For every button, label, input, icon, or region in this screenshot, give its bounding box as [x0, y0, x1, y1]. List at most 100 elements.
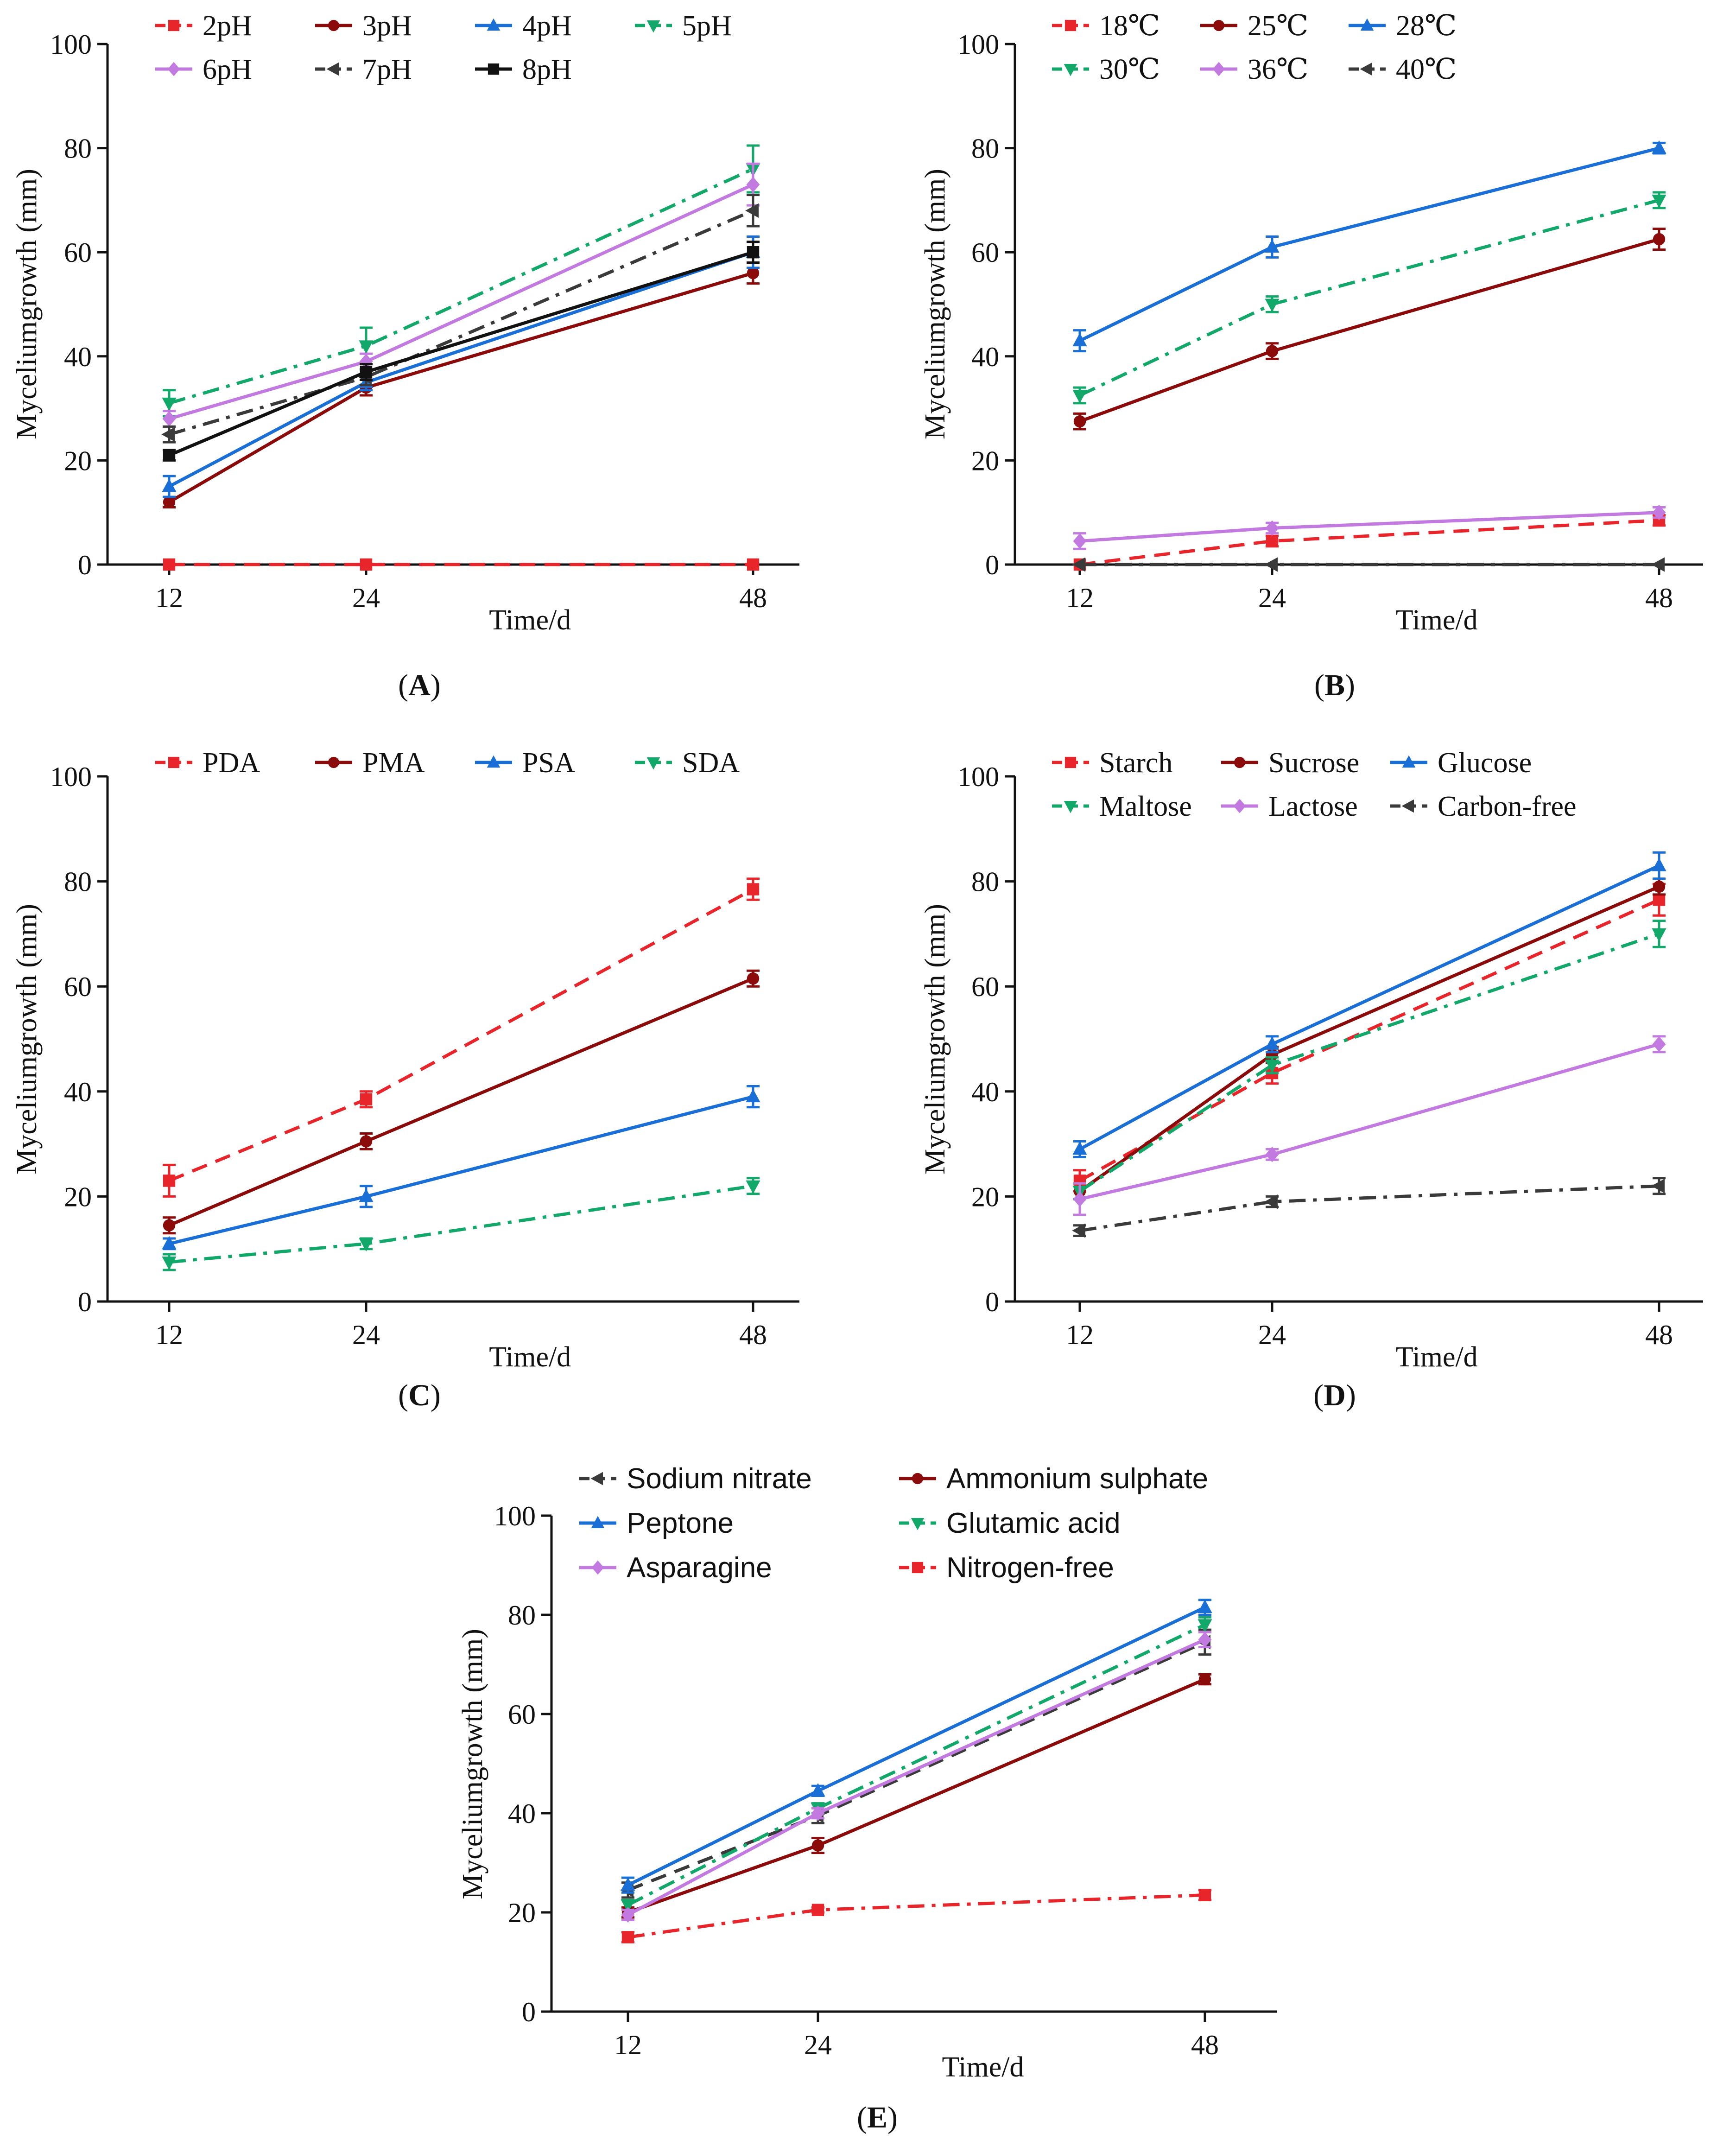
y-tick-label: 20: [64, 445, 92, 476]
legend-marker: [1360, 18, 1374, 31]
legend-marker: [1064, 756, 1077, 768]
data-point: [162, 411, 176, 427]
series-40-: [1072, 557, 1665, 572]
series-line: [627, 1893, 1205, 1939]
y-tick-label: 0: [522, 1997, 536, 2027]
legend-item: Glucose: [1390, 747, 1532, 779]
series-8ph: [163, 241, 760, 462]
legend-marker: [1401, 799, 1414, 813]
legend-marker: [1064, 801, 1077, 813]
legend-label: 3pH: [362, 10, 412, 42]
legend-item: Sodium nitrate: [579, 1463, 812, 1495]
y-tick-label: 0: [78, 1287, 92, 1317]
data-point: [1197, 1600, 1212, 1613]
series-carbon-free: [1072, 1177, 1666, 1238]
chart-panel-e: 0 20 40 60 80 100 12 24 48 Time/d Myceliumgrowth (…: [457, 1463, 1277, 2083]
legend-marker: [487, 18, 501, 31]
data-point: [163, 1219, 176, 1232]
legend-marker: [646, 757, 660, 770]
legend-item: 40℃: [1349, 54, 1457, 85]
legend-marker: [1064, 64, 1077, 76]
legend-item: Maltose: [1052, 791, 1192, 822]
series-28-: [1072, 140, 1666, 353]
chart-panel-b: 0 20 40 60 80 100 12 24 48 Time/d Myceliumgrowth (…: [919, 10, 1703, 636]
series-line: [168, 977, 754, 1227]
data-point: [1197, 1619, 1212, 1633]
series-line: [627, 1623, 1206, 1907]
legend: 2pH 3pH 4pH 5pH 6pH 7pH 8pH: [155, 10, 732, 85]
data-point: [1265, 298, 1280, 312]
legend-label: 5pH: [682, 10, 732, 42]
legend-item: Nitrogen-free: [899, 1552, 1114, 1584]
y-tick-label: 100: [957, 762, 999, 792]
legend-label: Glucose: [1438, 747, 1532, 779]
legend-label: PDA: [203, 747, 260, 779]
data-point: [1651, 557, 1665, 572]
legend-marker: [1064, 19, 1077, 32]
y-tick-label: 60: [64, 971, 92, 1002]
y-axis-label: Myceliumgrowth (mm): [11, 169, 43, 439]
legend-item: PDA: [155, 747, 260, 779]
y-tick-label: 0: [78, 550, 92, 580]
y-axis-label: Myceliumgrowth (mm): [919, 904, 951, 1175]
data-point: [1653, 233, 1666, 246]
data-point: [747, 246, 760, 259]
data-point: [1072, 1141, 1087, 1155]
legend-marker: [591, 1516, 605, 1528]
legend-item: 36℃: [1200, 54, 1308, 85]
data-point: [621, 1899, 635, 1913]
data-point: [1652, 1036, 1666, 1052]
x-tick-label: 24: [352, 1320, 380, 1350]
data-point: [746, 1180, 760, 1194]
legend-label: Sucrose: [1268, 747, 1359, 779]
data-point: [746, 177, 760, 193]
legend-marker: [590, 1472, 603, 1486]
x-tick-label: 24: [1258, 583, 1286, 613]
chart-panel-c: 0 20 40 60 80 100 12 24 48 Time/d Myceliumgrowth (…: [11, 747, 799, 1373]
legend-item: 2pH: [155, 10, 252, 42]
data-point: [621, 1931, 634, 1943]
legend-label: Nitrogen-free: [946, 1552, 1114, 1584]
x-tick-label: 48: [739, 1320, 767, 1350]
series-nitrogen-free: [621, 1889, 1211, 1943]
legend-marker: [1234, 756, 1246, 768]
data-point: [359, 354, 373, 369]
legend-label: 2pH: [203, 10, 252, 42]
legend-marker: [168, 19, 180, 32]
series-line: [1079, 1042, 1660, 1201]
legend-marker: [168, 756, 180, 768]
y-tick-label: 0: [985, 1287, 999, 1317]
data-point: [1652, 140, 1666, 154]
y-tick-label: 60: [508, 1699, 536, 1730]
data-point: [747, 972, 760, 985]
series-line: [1079, 898, 1660, 1182]
data-point: [811, 1783, 825, 1797]
legend-label: Ammonium sulphate: [946, 1463, 1208, 1495]
panel-label-a: (A): [398, 668, 441, 702]
data-point: [746, 1089, 760, 1103]
data-point: [1073, 1191, 1087, 1207]
x-tick-label: 12: [1066, 583, 1094, 613]
data-point: [747, 267, 760, 279]
series-maltose: [1072, 920, 1666, 1200]
series-36-: [1073, 504, 1666, 550]
y-tick-label: 20: [508, 1898, 536, 1928]
data-point: [163, 1175, 176, 1187]
legend: PDA PMA PSA SDA: [155, 747, 740, 779]
series-line: [168, 271, 754, 504]
data-point: [162, 1257, 177, 1270]
data-point: [747, 558, 760, 571]
series-25-: [1073, 228, 1666, 431]
series-glutamic-acid: [621, 1616, 1212, 1913]
series-line: [1079, 864, 1660, 1151]
y-axis-label: Myceliumgrowth (mm): [919, 169, 951, 439]
x-tick-label: 24: [1258, 1320, 1286, 1350]
legend-label: PMA: [362, 747, 425, 779]
data-point: [1653, 894, 1666, 906]
series-line: [627, 1606, 1206, 1887]
legend-marker: [488, 63, 500, 75]
data-point: [1265, 1060, 1280, 1073]
data-point: [1652, 194, 1666, 208]
series-line: [1079, 237, 1660, 423]
legend-label: 40℃: [1396, 54, 1457, 85]
